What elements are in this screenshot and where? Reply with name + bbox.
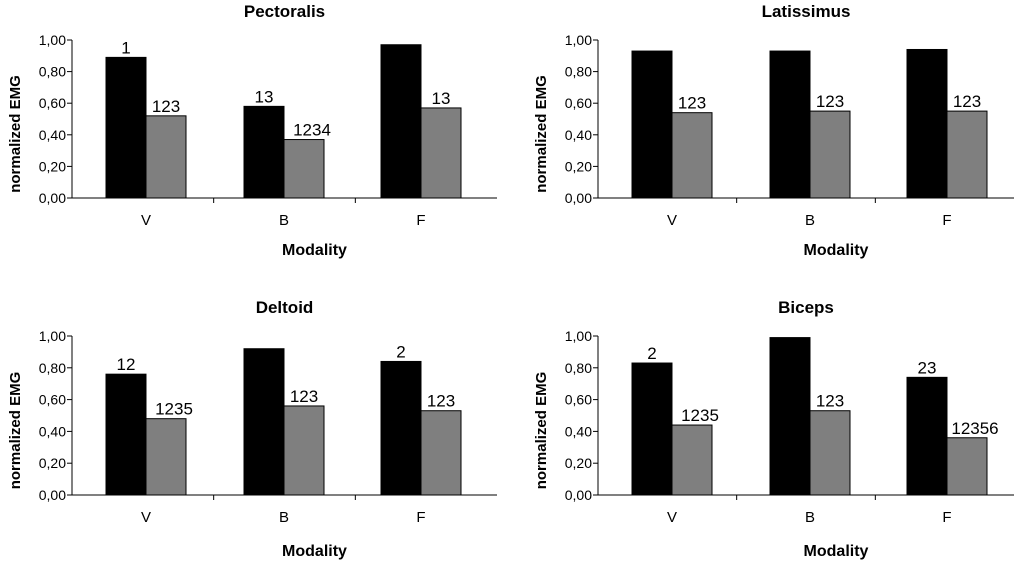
- bar-data-label: 1235: [155, 400, 193, 419]
- bar-data-label: 1235: [681, 406, 719, 425]
- y-tick-label: 0,00: [565, 487, 592, 503]
- bar-F-series-1: [380, 44, 422, 199]
- y-tick-label: 0,20: [565, 455, 592, 471]
- bar-B-series-1: [769, 337, 811, 496]
- y-tick-label: 1,00: [39, 32, 66, 48]
- y-tick-label: 0,20: [39, 158, 66, 174]
- bar-F-series-1: [380, 360, 422, 496]
- chart-title: Pectoralis: [244, 2, 325, 21]
- bar-data-label: 123: [816, 92, 844, 111]
- bar-V-series-1: [105, 56, 147, 199]
- bar-F-series-2: [420, 107, 462, 199]
- y-tick-label: 0,40: [39, 423, 66, 439]
- y-tick-label: 0,00: [39, 190, 66, 206]
- bar-data-label: 13: [255, 87, 274, 106]
- bar-B-series-2: [283, 405, 325, 496]
- bar-data-label: 12356: [951, 419, 998, 438]
- y-tick-label: 1,00: [565, 328, 592, 344]
- y-tick-label: 1,00: [39, 328, 66, 344]
- y-tick-label: 0,20: [565, 158, 592, 174]
- y-tick-label: 0,80: [39, 360, 66, 376]
- bar-F-series-2: [420, 410, 462, 496]
- bar-V-series-2: [145, 115, 187, 199]
- bar-F-series-2: [946, 110, 988, 199]
- y-tick-label: 0,40: [565, 127, 592, 143]
- y-tick-label: 0,40: [565, 423, 592, 439]
- bar-F-series-1: [906, 376, 948, 496]
- x-tick-label: F: [942, 212, 951, 229]
- y-axis-label: normalized EMG: [533, 372, 550, 490]
- bar-V-series-2: [671, 424, 713, 496]
- bar-data-label: 13: [432, 89, 451, 108]
- bar-F-series-2: [946, 437, 988, 496]
- x-axis-label: Modality: [282, 543, 347, 560]
- bar-V-series-1: [631, 50, 673, 199]
- bar-B-series-1: [243, 105, 285, 199]
- bar-data-label: 12: [117, 355, 136, 374]
- bar-data-label: 23: [918, 358, 937, 377]
- bar-data-label: 123: [152, 97, 180, 116]
- chart-title: Biceps: [778, 298, 834, 317]
- y-axis-label: normalized EMG: [533, 75, 550, 193]
- y-tick-label: 0,80: [39, 64, 66, 80]
- bar-data-label: 123: [816, 392, 844, 411]
- y-tick-label: 1,00: [565, 32, 592, 48]
- x-tick-label: F: [416, 212, 425, 229]
- x-axis-label: Modality: [804, 543, 869, 560]
- bar-data-label: 2: [396, 342, 405, 361]
- y-tick-label: 0,80: [565, 64, 592, 80]
- y-tick-label: 0,60: [39, 95, 66, 111]
- x-axis-label: Modality: [282, 242, 347, 259]
- bar-B-series-2: [283, 139, 325, 199]
- bar-V-series-1: [631, 362, 673, 496]
- bar-data-label: 123: [678, 94, 706, 113]
- y-tick-label: 0,60: [39, 392, 66, 408]
- bar-F-series-1: [906, 48, 948, 199]
- y-tick-label: 0,00: [39, 487, 66, 503]
- x-tick-label: B: [805, 509, 815, 526]
- bar-data-label: 1234: [293, 121, 331, 140]
- y-axis-label: normalized EMG: [7, 75, 24, 193]
- x-tick-label: F: [416, 509, 425, 526]
- y-tick-label: 0,80: [565, 360, 592, 376]
- x-axis-label: Modality: [804, 242, 869, 259]
- y-axis-label: normalized EMG: [7, 372, 24, 490]
- bar-B-series-2: [809, 110, 851, 199]
- x-tick-label: V: [141, 212, 151, 229]
- bar-B-series-1: [243, 348, 285, 496]
- chart-title: Latissimus: [762, 2, 851, 21]
- x-tick-label: B: [279, 509, 289, 526]
- x-tick-label: V: [667, 212, 677, 229]
- bar-V-series-2: [145, 418, 187, 496]
- chart-title: Deltoid: [256, 298, 314, 317]
- y-tick-label: 0,40: [39, 127, 66, 143]
- y-tick-label: 0,60: [565, 392, 592, 408]
- x-tick-label: V: [667, 509, 677, 526]
- bar-data-label: 123: [953, 92, 981, 111]
- x-tick-label: B: [279, 212, 289, 229]
- y-tick-label: 0,20: [39, 455, 66, 471]
- bar-B-series-2: [809, 410, 851, 496]
- bar-V-series-1: [105, 373, 147, 496]
- bar-data-label: 1: [121, 38, 130, 57]
- x-tick-label: B: [805, 212, 815, 229]
- x-tick-label: V: [141, 509, 151, 526]
- bar-data-label: 123: [427, 392, 455, 411]
- bar-data-label: 2: [647, 344, 656, 363]
- y-tick-label: 0,60: [565, 95, 592, 111]
- x-tick-label: F: [942, 509, 951, 526]
- y-tick-label: 0,00: [565, 190, 592, 206]
- bar-data-label: 123: [290, 387, 318, 406]
- bar-V-series-2: [671, 112, 713, 199]
- bar-B-series-1: [769, 50, 811, 199]
